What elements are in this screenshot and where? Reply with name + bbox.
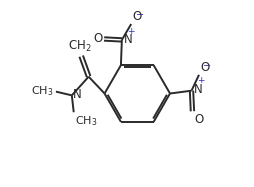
Text: N: N	[194, 83, 202, 96]
Text: −: −	[136, 10, 144, 20]
Text: −: −	[203, 61, 212, 71]
Text: $\mathregular{CH_2}$: $\mathregular{CH_2}$	[68, 39, 92, 54]
Text: N: N	[124, 33, 133, 46]
Text: O: O	[200, 61, 209, 74]
Text: O: O	[132, 10, 141, 23]
Text: O: O	[194, 113, 203, 126]
Text: +: +	[128, 27, 135, 36]
Text: +: +	[197, 76, 205, 85]
Text: $\mathregular{CH_3}$: $\mathregular{CH_3}$	[75, 114, 97, 128]
Text: O: O	[93, 33, 103, 45]
Text: N: N	[73, 88, 82, 101]
Text: $\mathregular{CH_3}$: $\mathregular{CH_3}$	[31, 84, 54, 98]
